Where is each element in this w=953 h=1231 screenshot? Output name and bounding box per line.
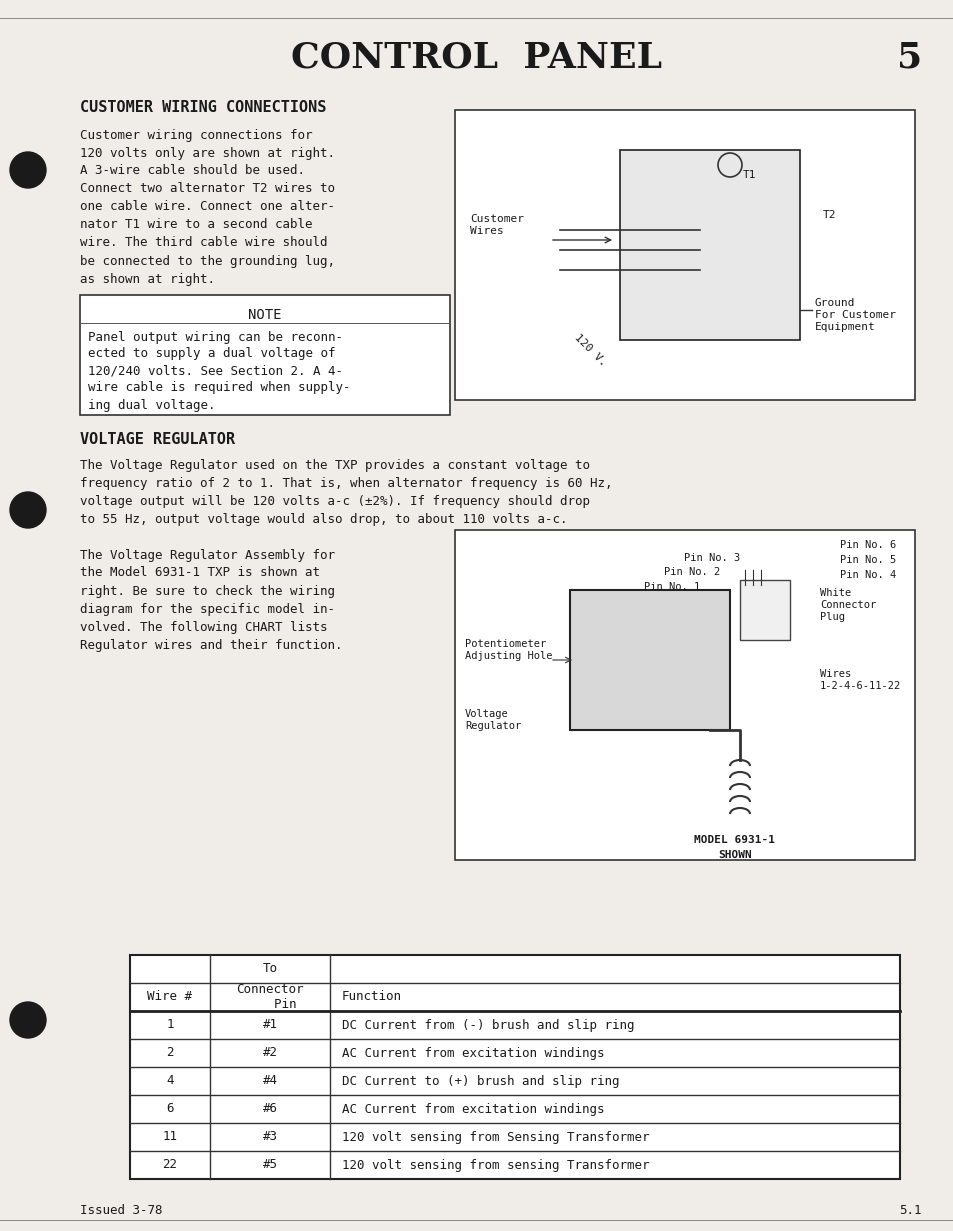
Text: VOLTAGE REGULATOR: VOLTAGE REGULATOR: [80, 432, 234, 448]
Text: #4: #4: [262, 1075, 277, 1087]
Text: SHOWN: SHOWN: [718, 849, 751, 860]
Text: 4: 4: [166, 1075, 173, 1087]
Text: DC Current from (-) brush and slip ring: DC Current from (-) brush and slip ring: [341, 1018, 634, 1032]
Text: Pin No. 1: Pin No. 1: [643, 582, 700, 592]
Text: to 55 Hz, output voltage would also drop, to about 110 volts a-c.: to 55 Hz, output voltage would also drop…: [80, 512, 567, 526]
Text: AC Current from excitation windings: AC Current from excitation windings: [341, 1103, 604, 1115]
Text: DC Current to (+) brush and slip ring: DC Current to (+) brush and slip ring: [341, 1075, 618, 1087]
Text: 22: 22: [162, 1158, 177, 1172]
Circle shape: [10, 1002, 46, 1038]
Text: ected to supply a dual voltage of: ected to supply a dual voltage of: [88, 347, 335, 361]
Text: #3: #3: [262, 1130, 277, 1144]
Text: T1: T1: [742, 170, 756, 180]
Text: volved. The following CHART lists: volved. The following CHART lists: [80, 620, 327, 634]
Bar: [130, 955, 899, 1179]
Bar: [80, 295, 450, 415]
Text: one cable wire. Connect one alter-: one cable wire. Connect one alter-: [80, 201, 335, 213]
Text: A 3-wire cable should be used.: A 3-wire cable should be used.: [80, 165, 305, 177]
Text: voltage output will be 120 volts a-c (±2%). If frequency should drop: voltage output will be 120 volts a-c (±2…: [80, 495, 589, 507]
Text: The Voltage Regulator Assembly for: The Voltage Regulator Assembly for: [80, 549, 335, 561]
Text: Customer wiring connections for: Customer wiring connections for: [80, 128, 313, 142]
Text: NOTE: NOTE: [248, 308, 281, 323]
Text: as shown at right.: as shown at right.: [80, 272, 214, 286]
Text: 11: 11: [162, 1130, 177, 1144]
Bar: [455, 110, 914, 400]
Text: MODEL 6931-1: MODEL 6931-1: [694, 835, 775, 844]
Text: 120 volts only are shown at right.: 120 volts only are shown at right.: [80, 146, 335, 160]
Text: diagram for the specific model in-: diagram for the specific model in-: [80, 602, 335, 616]
Text: Pin No. 2: Pin No. 2: [663, 567, 720, 577]
Text: #1: #1: [262, 1018, 277, 1032]
Bar: [619, 150, 800, 340]
Text: 120/240 volts. See Section 2. A 4-: 120/240 volts. See Section 2. A 4-: [88, 364, 343, 378]
Text: ing dual voltage.: ing dual voltage.: [88, 399, 215, 411]
Text: 2: 2: [166, 1046, 173, 1060]
Text: CUSTOMER WIRING CONNECTIONS: CUSTOMER WIRING CONNECTIONS: [80, 101, 326, 116]
Circle shape: [10, 151, 46, 188]
Text: the Model 6931-1 TXP is shown at: the Model 6931-1 TXP is shown at: [80, 566, 319, 580]
Text: frequency ratio of 2 to 1. That is, when alternator frequency is 60 Hz,: frequency ratio of 2 to 1. That is, when…: [80, 476, 612, 490]
Text: Potentiometer
Adjusting Hole: Potentiometer Adjusting Hole: [464, 639, 552, 661]
Text: #2: #2: [262, 1046, 277, 1060]
Text: Function: Function: [341, 991, 401, 1003]
Bar: [455, 531, 914, 860]
Text: Regulator wires and their function.: Regulator wires and their function.: [80, 639, 342, 651]
Circle shape: [10, 492, 46, 528]
Text: Pin No. 4: Pin No. 4: [840, 570, 895, 580]
Text: Connect two alternator T2 wires to: Connect two alternator T2 wires to: [80, 182, 335, 196]
Bar: [740, 580, 789, 640]
Text: Ground
For Customer
Equipment: Ground For Customer Equipment: [814, 298, 895, 331]
Text: right. Be sure to check the wiring: right. Be sure to check the wiring: [80, 585, 335, 597]
Text: Connector
    Pin: Connector Pin: [236, 984, 303, 1011]
Text: 6: 6: [166, 1103, 173, 1115]
Text: Pin No. 3: Pin No. 3: [683, 553, 740, 563]
Text: Panel output wiring can be reconn-: Panel output wiring can be reconn-: [88, 330, 343, 343]
Text: Pin No. 5: Pin No. 5: [840, 555, 895, 565]
Text: Issued 3-78: Issued 3-78: [80, 1204, 162, 1216]
Text: 120 V.: 120 V.: [572, 332, 607, 368]
Text: Wire #: Wire #: [148, 991, 193, 1003]
Text: #6: #6: [262, 1103, 277, 1115]
Text: 5.1: 5.1: [898, 1204, 921, 1216]
Text: be connected to the grounding lug,: be connected to the grounding lug,: [80, 255, 335, 267]
Bar: [569, 590, 729, 730]
Text: T2: T2: [822, 211, 836, 220]
Text: nator T1 wire to a second cable: nator T1 wire to a second cable: [80, 218, 313, 231]
Text: The Voltage Regulator used on the TXP provides a constant voltage to: The Voltage Regulator used on the TXP pr…: [80, 458, 589, 471]
Text: 120 volt sensing from Sensing Transformer: 120 volt sensing from Sensing Transforme…: [341, 1130, 649, 1144]
Text: 5: 5: [897, 41, 922, 75]
Text: CONTROL  PANEL: CONTROL PANEL: [292, 41, 661, 75]
Text: 120 volt sensing from sensing Transformer: 120 volt sensing from sensing Transforme…: [341, 1158, 649, 1172]
Text: #5: #5: [262, 1158, 277, 1172]
Text: wire. The third cable wire should: wire. The third cable wire should: [80, 236, 327, 250]
Text: Voltage
Regulator: Voltage Regulator: [464, 709, 520, 731]
Text: Pin No. 6: Pin No. 6: [840, 540, 895, 550]
Text: To: To: [262, 963, 277, 975]
Text: Wires
1-2-4-6-11-22: Wires 1-2-4-6-11-22: [820, 670, 901, 691]
Text: White
Connector
Plug: White Connector Plug: [820, 588, 876, 622]
Text: Customer
Wires: Customer Wires: [470, 214, 523, 236]
Text: wire cable is required when supply-: wire cable is required when supply-: [88, 382, 350, 394]
Text: AC Current from excitation windings: AC Current from excitation windings: [341, 1046, 604, 1060]
Text: 1: 1: [166, 1018, 173, 1032]
